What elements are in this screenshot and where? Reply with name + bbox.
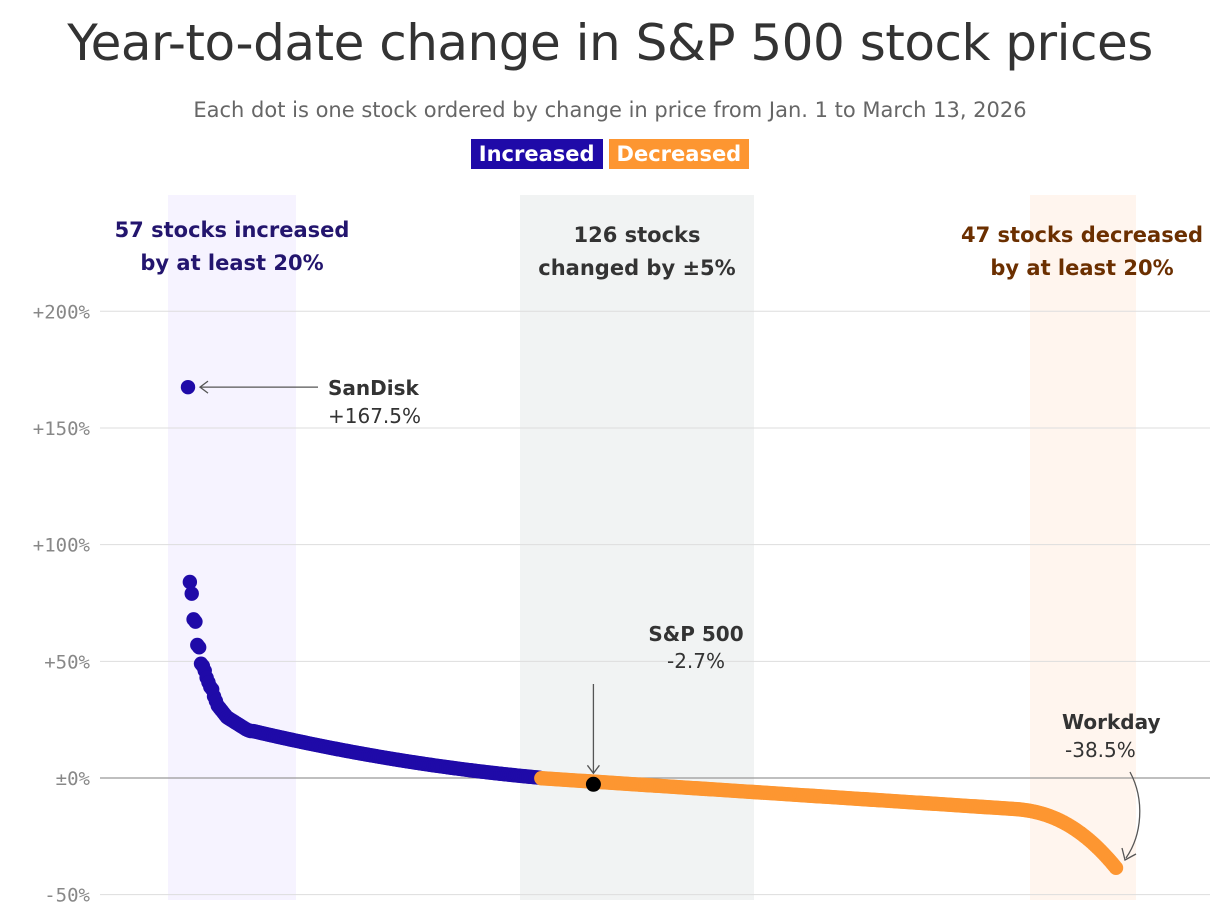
legend: Increased Decreased — [0, 139, 1220, 169]
region-mid-label-line2: changed by ±5% — [538, 256, 735, 280]
sp500-arrowhead — [586, 764, 600, 775]
region-up — [168, 195, 296, 900]
dot-increased — [184, 586, 199, 601]
y-tick-label: +50% — [44, 651, 90, 673]
workday-arrow — [1125, 771, 1141, 859]
dot-increased — [180, 379, 196, 395]
legend-decreased: Decreased — [608, 139, 750, 169]
region-down — [1030, 195, 1136, 900]
sandisk-value: +167.5% — [328, 404, 421, 428]
chart-title: Year-to-date change in S&P 500 stock pri… — [67, 14, 1153, 72]
y-tick-label: +100% — [33, 535, 91, 557]
dot-sp500-index — [585, 776, 601, 792]
region-down-label-line1: 47 stocks decreased — [961, 223, 1203, 247]
dot-increased — [191, 640, 207, 655]
chart-subtitle: Each dot is one stock ordered by change … — [193, 98, 1027, 122]
region-up-label-line2: by at least 20% — [140, 251, 323, 275]
dot-decreased — [1108, 860, 1124, 876]
region-up-label-line1: 57 stocks increased — [115, 218, 350, 242]
sandisk-arrowhead — [198, 380, 209, 394]
y-tick-label: ±0% — [56, 768, 91, 790]
sandisk-name: SanDisk — [328, 376, 420, 400]
sp500-name: S&P 500 — [648, 622, 743, 646]
dot-increased — [182, 574, 198, 590]
workday-value: -38.5% — [1065, 738, 1136, 762]
workday-arrowhead — [1121, 847, 1137, 861]
y-tick-label: +200% — [33, 301, 91, 323]
legend-increased: Increased — [470, 139, 603, 169]
y-tick-label: -50% — [44, 885, 90, 907]
workday-name: Workday — [1062, 710, 1161, 734]
dot-increased — [188, 614, 203, 629]
region-mid-label-line1: 126 stocks — [573, 223, 700, 247]
sp500-value: -2.7% — [667, 649, 725, 673]
region-down-label-line2: by at least 20% — [990, 256, 1173, 280]
y-tick-label: +150% — [33, 418, 91, 440]
